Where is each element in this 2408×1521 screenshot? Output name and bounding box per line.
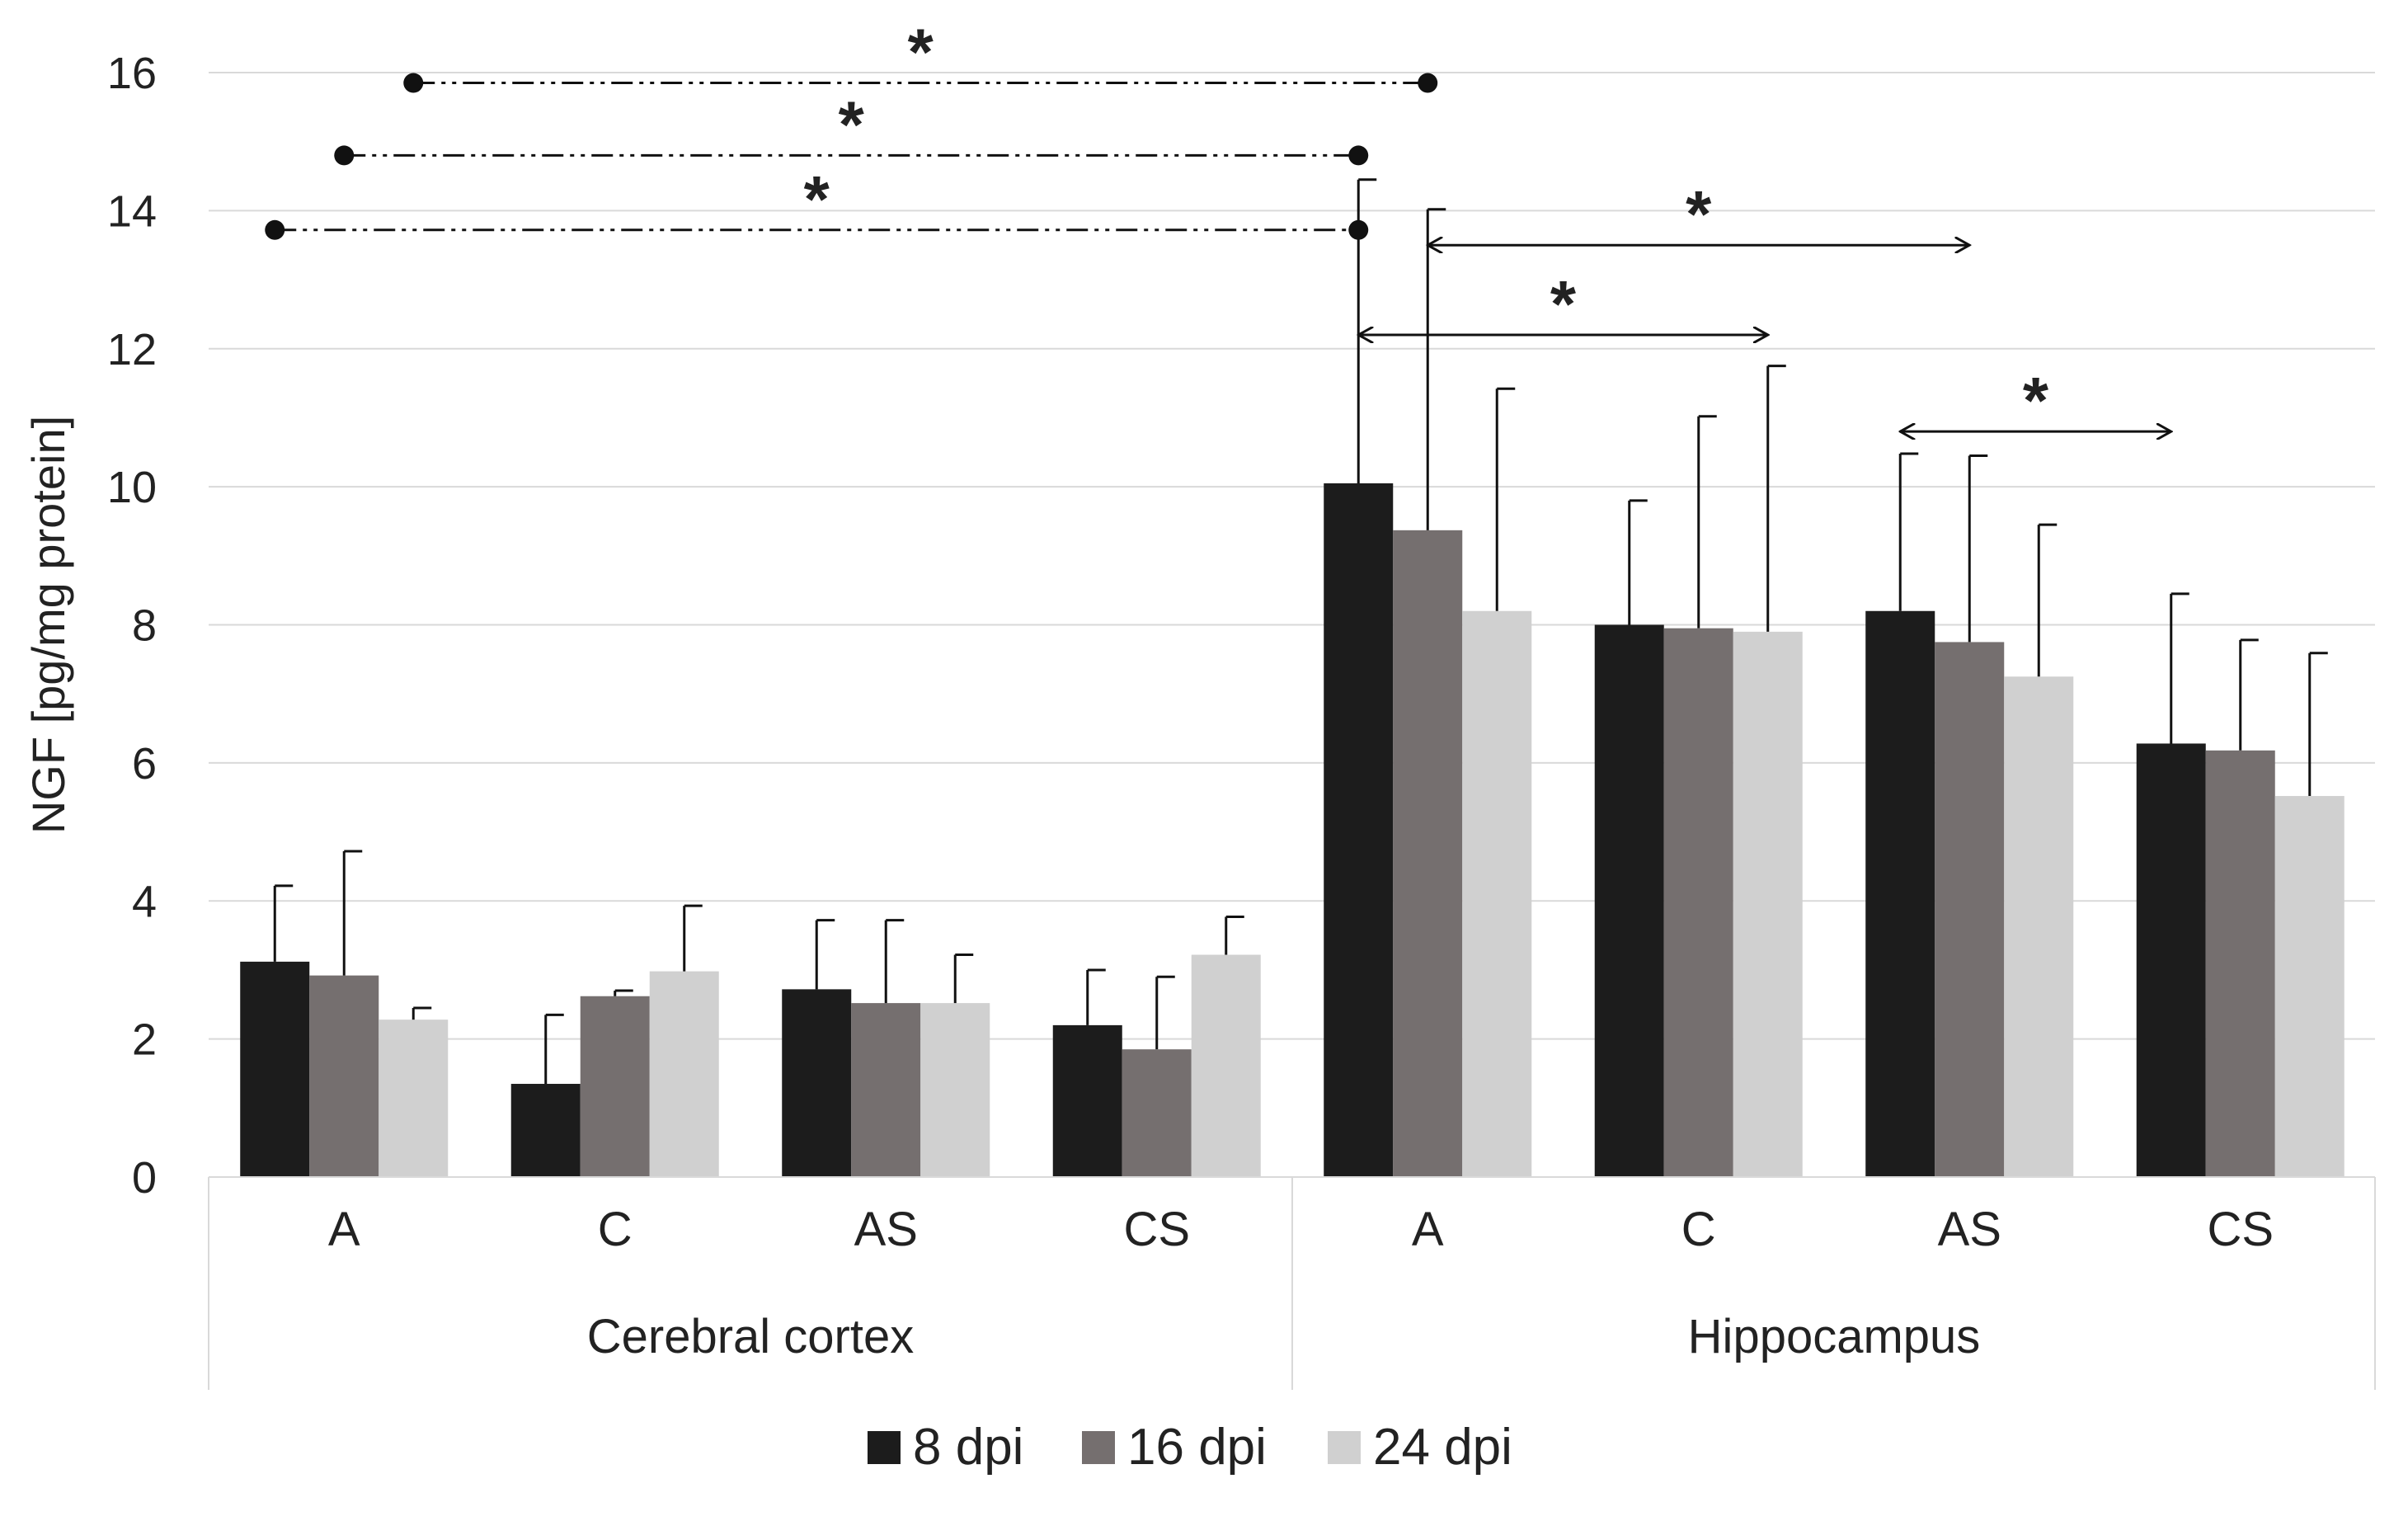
bar-8-dpi [1594, 624, 1664, 1177]
bar-16-dpi [1663, 628, 1733, 1177]
y-tick-label: 4 [132, 877, 157, 926]
y-tick-label: 8 [132, 601, 157, 651]
legend-swatch [868, 1431, 901, 1464]
bar-24-dpi [379, 1019, 449, 1177]
x-category-label: C [1681, 1203, 1716, 1256]
x-category-label: C [598, 1203, 633, 1256]
bar-16-dpi [580, 996, 650, 1177]
x-category-label: A [1412, 1203, 1444, 1256]
bar-24-dpi [2274, 796, 2345, 1177]
legend-swatch [1328, 1431, 1361, 1464]
x-category-label: CS [1123, 1203, 1190, 1256]
bar-16-dpi [2205, 750, 2275, 1177]
x-category-label: AS [854, 1203, 918, 1256]
bar-16-dpi [309, 975, 379, 1177]
y-tick-label: 16 [107, 49, 157, 98]
bar-24-dpi [1733, 631, 1803, 1177]
bar-8-dpi [1324, 483, 1394, 1177]
y-tick-label: 6 [132, 739, 157, 789]
bar-16-dpi [1935, 642, 2005, 1177]
significance-endpoint [403, 73, 424, 93]
y-tick-label: 2 [132, 1015, 157, 1065]
bar-16-dpi [1122, 1049, 1192, 1177]
bar-16-dpi [1393, 530, 1463, 1177]
x-category-label: AS [1938, 1203, 2001, 1256]
bar-8-dpi [2136, 743, 2206, 1177]
legend-label: 16 dpi [1127, 1419, 1267, 1476]
legend-label: 8 dpi [913, 1419, 1023, 1476]
significance-star: * [804, 162, 830, 236]
legend-swatch [1082, 1431, 1115, 1464]
y-tick-label: 12 [107, 325, 157, 374]
y-tick-label: 0 [132, 1153, 157, 1203]
significance-star: * [908, 16, 934, 89]
significance-endpoint [1418, 73, 1438, 93]
bar-24-dpi [1462, 610, 1532, 1177]
y-axis-title: NGF [pg/mg protein] [22, 416, 74, 834]
significance-star: * [1686, 177, 1712, 251]
significance-endpoint [265, 219, 285, 240]
x-category-label: A [328, 1203, 360, 1256]
legend-label: 24 dpi [1373, 1419, 1512, 1476]
bar-8-dpi [510, 1084, 581, 1177]
bar-8-dpi [240, 961, 310, 1177]
x-group-label: Cerebral cortex [587, 1310, 914, 1363]
x-group-label: Hippocampus [1688, 1310, 1981, 1363]
significance-endpoint [1348, 145, 1369, 166]
significance-star: * [839, 87, 865, 161]
bar-8-dpi [1052, 1024, 1122, 1177]
bar-8-dpi [1865, 610, 1935, 1177]
significance-star: * [2023, 364, 2049, 437]
significance-endpoint [1348, 219, 1369, 240]
significance-star: * [1550, 267, 1577, 341]
y-tick-label: 14 [107, 186, 157, 236]
bar-24-dpi [920, 1003, 990, 1177]
bar-24-dpi [1191, 954, 1261, 1177]
y-tick-label: 10 [107, 463, 157, 512]
bar-24-dpi [649, 971, 719, 1177]
x-category-label: CS [2207, 1203, 2274, 1256]
bar-24-dpi [2004, 676, 2074, 1177]
bar-16-dpi [851, 1003, 921, 1177]
significance-endpoint [334, 145, 355, 166]
bar-8-dpi [782, 989, 852, 1177]
